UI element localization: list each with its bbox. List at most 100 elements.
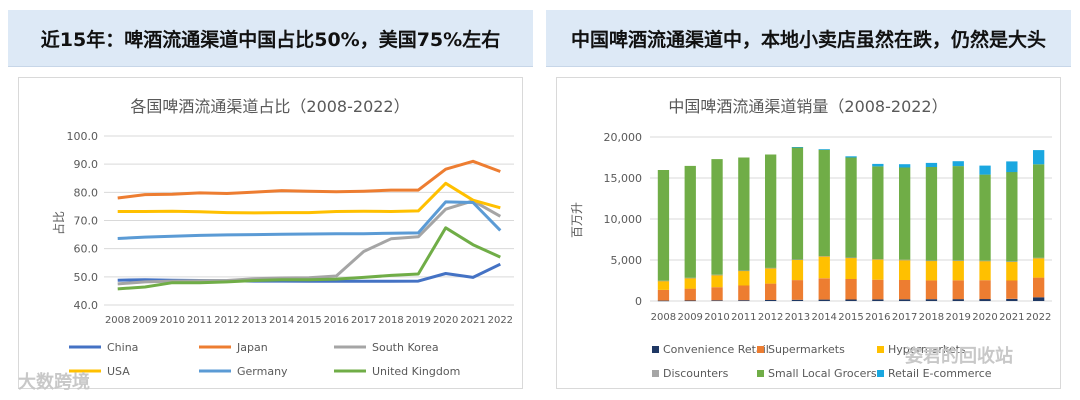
x-tick-label: 2011 [187,315,212,326]
bar-segment [925,299,938,301]
y-tick-label: 60.0 [74,243,99,256]
bar-segment [952,280,964,300]
x-tick-label: 2021 [460,315,485,326]
bar-segment [765,300,777,301]
bar-segment [925,162,938,167]
legend-swatch [757,370,764,377]
x-tick-label: 2017 [351,315,376,326]
x-tick-label: 2012 [758,312,783,323]
bar-segment [899,164,911,168]
x-tick-label: 2018 [919,312,944,323]
y-tick-label: 0 [635,295,642,308]
bar-segment [925,167,938,261]
bar-segment [845,257,857,279]
right-panel: 中国啤酒流通渠道中，本地小卖店虽然在跌，仍然是大头 中国啤酒流通渠道销量（200… [546,10,1071,390]
bar-segment [979,174,991,261]
bar-segment [791,259,804,260]
x-tick-label: 2018 [378,315,403,326]
x-tick-label: 2014 [269,315,294,326]
legend-label: Discounters [663,367,729,380]
x-tick-label: 2022 [1026,312,1051,323]
x-tick-label: 2020 [433,315,458,326]
bar-segment [1006,280,1018,299]
y-axis-label: 占比 [51,211,66,235]
bar-segment [845,156,857,158]
bar-segment [684,288,696,301]
bar-segment [684,300,696,302]
bar-segment [657,289,670,301]
left-header: 近15年：啤酒流通渠道中国占比50%，美国75%左右 [8,10,533,67]
bar-segment [899,167,911,260]
bar-segment [657,280,670,290]
y-tick-label: 70.0 [74,215,99,228]
legend-label: Hypermarkets [888,343,966,356]
y-tick-label: 15,000 [604,172,643,185]
bar-segment [979,165,991,175]
series-line-usa [117,181,501,215]
y-tick-label: 10,000 [604,213,643,226]
bar-segment [1033,277,1045,298]
x-tick-label: 2015 [296,315,321,326]
bar-segment [872,163,884,167]
x-tick-label: 2015 [838,312,863,323]
stacked-bar-chart: 中国啤酒流通渠道销量（2008-2022） 百万升 0 5,000 10,000 15,0… [570,97,1052,380]
bar-segment [1006,261,1018,262]
bar-segment [711,287,723,301]
bar-segment [711,274,723,276]
y-tick-label: 90.0 [74,158,99,171]
bar-segment [657,170,670,281]
left-panel: 近15年：啤酒流通渠道中国占比50%，美国75%左右 各国啤酒流通渠道占比（20… [8,10,533,390]
bar-segment [818,256,830,279]
right-header-title: 中国啤酒流通渠道中，本地小卖店虽然在跌，仍然是大头 [570,28,1046,51]
bar-segment [684,277,696,279]
bar-segment [711,274,723,288]
bar-segment [738,270,750,272]
x-tick-label: 2020 [972,312,997,323]
bar-segment [765,154,777,268]
x-tick-label: 2013 [242,315,267,326]
legend-label: Japan [236,341,268,354]
bar-segment [711,159,723,275]
bar-segment [925,280,938,300]
bar-segment [738,157,750,271]
bar-segment [925,260,938,262]
bar-segment [872,259,884,260]
bar-segment [845,257,857,259]
bar-segment [791,259,804,281]
y-tick-label: 80.0 [74,186,99,199]
y-tick-label: 40.0 [74,299,99,312]
series-line-japan [117,159,501,200]
bar-segment [818,299,830,301]
bar-segment [684,278,696,289]
series-line-south-korea [117,199,502,286]
bar-segment [845,299,857,301]
bar-segment [952,161,964,167]
bar-segment [952,260,964,261]
x-tick-label: 2016 [865,312,890,323]
x-tick-label: 2013 [785,312,810,323]
series-line-united-kingdom [117,226,501,291]
x-tick-label: 2014 [811,312,836,323]
legend-label: Retail E-commerce [888,367,992,380]
bar-segment [872,279,884,300]
bar-segment [791,280,804,300]
bar-segment [925,260,938,281]
bar-segment [791,147,804,260]
x-tick-label: 2016 [324,315,349,326]
line-chart: 各国啤酒流通渠道占比（2008-2022） 占比 40.0 50.0 60.0 70.0 8… [51,97,514,378]
legend-swatch [877,370,884,377]
x-tick-label: 2011 [731,312,756,323]
legend-swatch [652,346,659,353]
bar-segment [979,280,991,300]
bar-segment [738,270,750,286]
y-tick-label: 5,000 [611,254,643,267]
bar-segment [765,268,777,284]
bar-segment [738,300,750,301]
legend-label: Small Local Grocers [768,367,877,380]
watermark-left: 大数跨境 [18,372,90,393]
x-tick-label: 2010 [160,315,185,326]
bar-segment [1006,161,1018,173]
legend-label: Germany [237,365,288,378]
legend-label: USA [107,365,130,378]
bar-chart-frame: 中国啤酒流通渠道销量（2008-2022） 百万升 0 5,000 10,000 15,0… [556,77,1061,389]
